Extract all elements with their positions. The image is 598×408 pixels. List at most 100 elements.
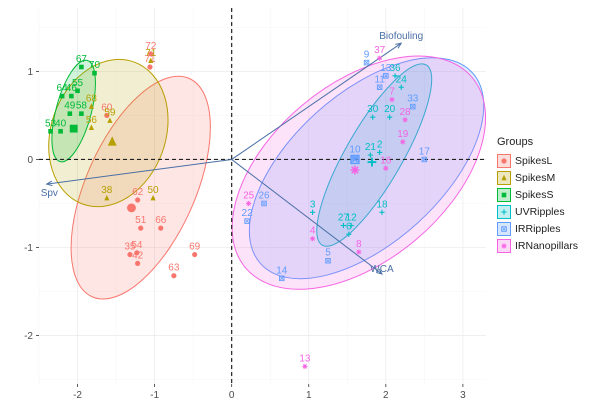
- legend-label: UVRipples: [515, 205, 565, 218]
- data-point-spikesl: [127, 251, 133, 258]
- data-point-irripples-x: [364, 60, 369, 65]
- point-label: 62: [132, 187, 144, 198]
- point-label: 20: [384, 104, 396, 115]
- point-label: 13: [380, 63, 392, 74]
- centroid-marker: [107, 136, 117, 146]
- point-label: 9: [364, 50, 370, 61]
- data-point-irripples: [376, 84, 383, 91]
- point-label: 2: [377, 139, 383, 150]
- grid-layer: [38, 8, 486, 384]
- data-point-spikesm: [88, 103, 95, 109]
- legend-item-uvripples: UVRipples: [497, 203, 597, 220]
- point-label: 38: [101, 185, 113, 196]
- point-label: 21: [365, 142, 377, 153]
- data-point-spikess: [79, 64, 84, 70]
- point-label: 6: [346, 221, 352, 232]
- data-point-spikesl: [171, 273, 177, 279]
- legend-item-irripples: IRRipples: [497, 220, 597, 237]
- point-label: 68: [86, 94, 98, 105]
- data-point-spikesl: [135, 197, 141, 203]
- data-point-irripples-x: [326, 258, 330, 263]
- point-label: 16: [380, 155, 392, 166]
- legend-key-irripples: [497, 221, 511, 236]
- legend-key-spikess: [497, 187, 511, 202]
- data-point-irnanopillars: [377, 55, 383, 61]
- centroid-spikess: [69, 124, 78, 133]
- loading-vector-wca: [231, 159, 383, 275]
- data-point-irnanopillars: [356, 249, 362, 255]
- point-label: 12: [346, 212, 358, 223]
- confidence-ellipse-irripples: [248, 57, 485, 280]
- data-point-irnanopillars: [309, 236, 316, 242]
- data-point-irripples: [261, 200, 267, 207]
- centroid-marker: [69, 124, 78, 133]
- point-label: 7: [389, 87, 395, 98]
- data-point-spikess: [48, 128, 53, 134]
- data-point-spikesl: [158, 225, 164, 231]
- point-label: 19: [397, 129, 409, 140]
- data-point-irripples-x: [377, 85, 382, 90]
- point-label: 72: [145, 41, 157, 52]
- point-label: 11: [374, 74, 385, 85]
- data-point-irnanopillars: [246, 200, 252, 207]
- data-point-irripples: [410, 103, 416, 110]
- data-point-irripples-x: [279, 276, 284, 281]
- vector-label: Spv: [41, 188, 58, 199]
- x-tick-label: 0: [229, 390, 235, 401]
- point-label: 36: [389, 63, 401, 74]
- legend-key-irnanopillars: [497, 238, 511, 253]
- y-tick-label: -2: [24, 331, 33, 342]
- legend-items: SpikesL SpikesM SpikesS UVRipples IRRipples I…: [497, 152, 597, 254]
- data-point-spikess: [92, 70, 97, 76]
- point-label: 66: [155, 215, 167, 226]
- point-label: 14: [276, 265, 288, 276]
- data-point-irnanopillars: [383, 165, 389, 171]
- legend-label: SpikesL: [515, 154, 553, 167]
- point-label: 25: [243, 190, 255, 201]
- point-label: 33: [407, 94, 419, 105]
- point-label: 26: [258, 190, 270, 201]
- data-point-spikess: [67, 111, 73, 116]
- data-point-spikesm: [148, 57, 154, 64]
- point-label: 30: [367, 104, 379, 115]
- point-label: 17: [419, 146, 431, 157]
- point-label: 42: [132, 250, 144, 261]
- legend-item-spikesl: SpikesL: [497, 152, 597, 169]
- data-point-irripples-x: [411, 104, 415, 109]
- legend-key-marker: [501, 225, 507, 232]
- data-point-spikess: [79, 111, 84, 116]
- point-label: 8: [356, 239, 362, 250]
- legend-key-marker: [501, 242, 507, 249]
- data-point-irripples-x: [262, 201, 266, 206]
- data-point-spikesl: [135, 260, 141, 266]
- x-tick-label: 3: [460, 390, 466, 401]
- point-label: 50: [147, 185, 159, 196]
- confidence-ellipse-spikess: [51, 59, 96, 163]
- confidence-ellipse-uvripples: [316, 63, 433, 247]
- x-tick-label: -1: [150, 390, 159, 401]
- point-label: 40: [55, 118, 67, 129]
- legend-key-marker: [501, 192, 507, 197]
- centroid-marker: [350, 154, 360, 165]
- legend-item-spikess: SpikesS: [497, 186, 597, 203]
- point-label: 10: [349, 145, 361, 156]
- confidence-ellipse-irnanopillars: [231, 55, 487, 290]
- centroid-irripples: [350, 154, 360, 165]
- point-label: 56: [86, 115, 98, 126]
- data-point-spikesl: [134, 250, 140, 256]
- x-tick-label: 1: [306, 390, 312, 401]
- centroid-uvripples: [367, 157, 377, 167]
- data-point-irripples-x: [245, 219, 249, 223]
- legend-key-marker: [501, 157, 507, 164]
- data-point-spikess: [58, 128, 63, 134]
- legend: Groups SpikesL SpikesM SpikesS UVRipples IRR…: [497, 136, 597, 254]
- point-layer: 7271606251666935544263716859563850677055…: [45, 41, 430, 369]
- legend-label: IRRipples: [515, 222, 561, 235]
- point-label: 69: [189, 242, 201, 253]
- point-label: 51: [135, 215, 147, 226]
- legend-title: Groups: [497, 136, 534, 148]
- point-label: 59: [104, 108, 116, 119]
- data-point-irnanopillars: [400, 139, 406, 145]
- data-point-irripples: [244, 218, 250, 224]
- point-label: 64: [57, 83, 69, 94]
